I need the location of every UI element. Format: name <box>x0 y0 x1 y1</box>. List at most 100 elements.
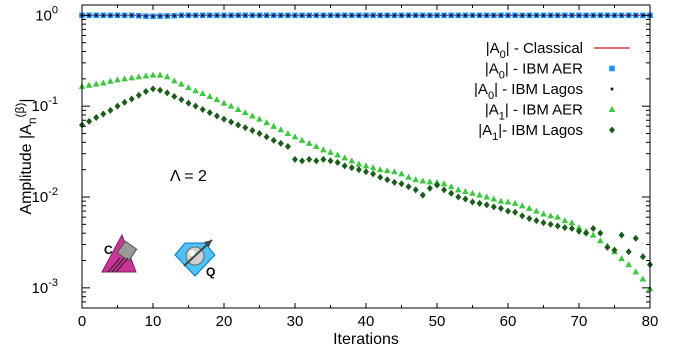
data-point <box>320 155 327 163</box>
data-point <box>114 76 121 83</box>
data-point <box>611 246 618 254</box>
classical-logo-icon: C <box>101 233 138 273</box>
data-point <box>589 231 597 238</box>
data-point <box>348 164 355 172</box>
y-axis-title: Amplitude |An(β)| <box>13 98 39 214</box>
data-point <box>222 13 226 17</box>
data-point <box>618 231 625 239</box>
data-point <box>513 13 517 17</box>
data-point <box>462 188 469 195</box>
data-point <box>101 13 105 17</box>
data-point <box>270 136 277 144</box>
data-point <box>199 89 206 96</box>
data-point <box>412 176 419 183</box>
data-point <box>597 229 604 237</box>
data-point <box>242 124 249 132</box>
data-point <box>292 155 298 163</box>
data-point <box>575 224 583 231</box>
classical-logo-letter: C <box>104 243 113 257</box>
data-point <box>618 255 625 262</box>
data-point <box>540 219 547 227</box>
data-point <box>277 139 284 147</box>
data-point <box>93 114 100 122</box>
x-tick-label: 0 <box>78 313 86 330</box>
data-point <box>512 208 519 216</box>
data-point <box>172 14 176 18</box>
data-point <box>258 13 261 17</box>
data-point <box>526 215 533 223</box>
data-point <box>511 199 519 206</box>
x-tick-label: 80 <box>642 313 659 330</box>
data-point <box>194 13 198 17</box>
data-point <box>385 13 389 17</box>
y-tick-label: 10-1 <box>32 95 58 115</box>
data-point <box>378 13 382 17</box>
data-point <box>208 13 212 17</box>
data-point <box>348 157 356 164</box>
data-point <box>447 183 455 190</box>
data-point <box>490 195 498 202</box>
data-point <box>142 88 149 96</box>
data-point <box>299 157 306 165</box>
data-point <box>542 13 545 17</box>
data-point <box>605 13 609 17</box>
data-point <box>497 204 504 212</box>
data-point <box>632 268 640 275</box>
y-tick-label: 10-3 <box>32 277 58 297</box>
data-point <box>178 80 185 87</box>
data-point <box>554 213 561 220</box>
data-point <box>107 106 114 114</box>
y-tick-label: 10-2 <box>32 186 58 206</box>
data-point <box>412 186 419 194</box>
data-point <box>483 193 490 200</box>
data-point <box>171 92 178 100</box>
data-point <box>227 102 235 109</box>
data-point <box>320 146 327 153</box>
data-point <box>265 13 269 17</box>
data-point <box>526 204 533 211</box>
data-point <box>343 13 347 17</box>
data-point <box>306 155 313 163</box>
data-point <box>639 253 646 261</box>
data-point <box>243 13 247 17</box>
legend-label: |A1|- IBM Lagos <box>478 122 583 143</box>
data-point <box>220 99 228 106</box>
data-point <box>370 170 377 178</box>
data-point <box>291 133 299 140</box>
data-point <box>561 224 568 232</box>
data-point <box>263 133 270 141</box>
data-point <box>206 109 213 117</box>
data-point <box>171 77 178 84</box>
legend-symbol <box>608 106 616 112</box>
legend-label: |A0| - IBM Lagos <box>474 81 583 102</box>
data-point <box>334 158 341 166</box>
data-point <box>570 13 574 17</box>
data-point <box>547 212 554 219</box>
data-point <box>185 84 192 91</box>
data-point <box>279 13 283 17</box>
data-point <box>164 89 171 97</box>
data-point <box>135 73 143 80</box>
data-point <box>505 207 511 215</box>
data-point <box>341 162 348 170</box>
data-point <box>463 13 467 17</box>
data-point <box>527 13 531 17</box>
data-point <box>92 80 100 87</box>
data-point <box>135 91 142 99</box>
data-point <box>192 102 199 110</box>
data-point <box>108 13 112 17</box>
data-point <box>270 122 277 129</box>
legend-label: |A1| - IBM AER <box>485 102 583 123</box>
data-point <box>192 87 199 94</box>
data-point <box>156 71 164 78</box>
data-point <box>625 248 632 256</box>
data-point <box>334 151 341 158</box>
data-point <box>561 217 569 224</box>
data-point <box>300 13 304 17</box>
data-point <box>391 168 398 175</box>
data-point <box>518 202 526 209</box>
x-tick-label: 20 <box>216 313 233 330</box>
data-point <box>613 13 616 17</box>
data-point <box>549 13 553 17</box>
lambda-annotation: Λ = 2 <box>170 168 207 185</box>
